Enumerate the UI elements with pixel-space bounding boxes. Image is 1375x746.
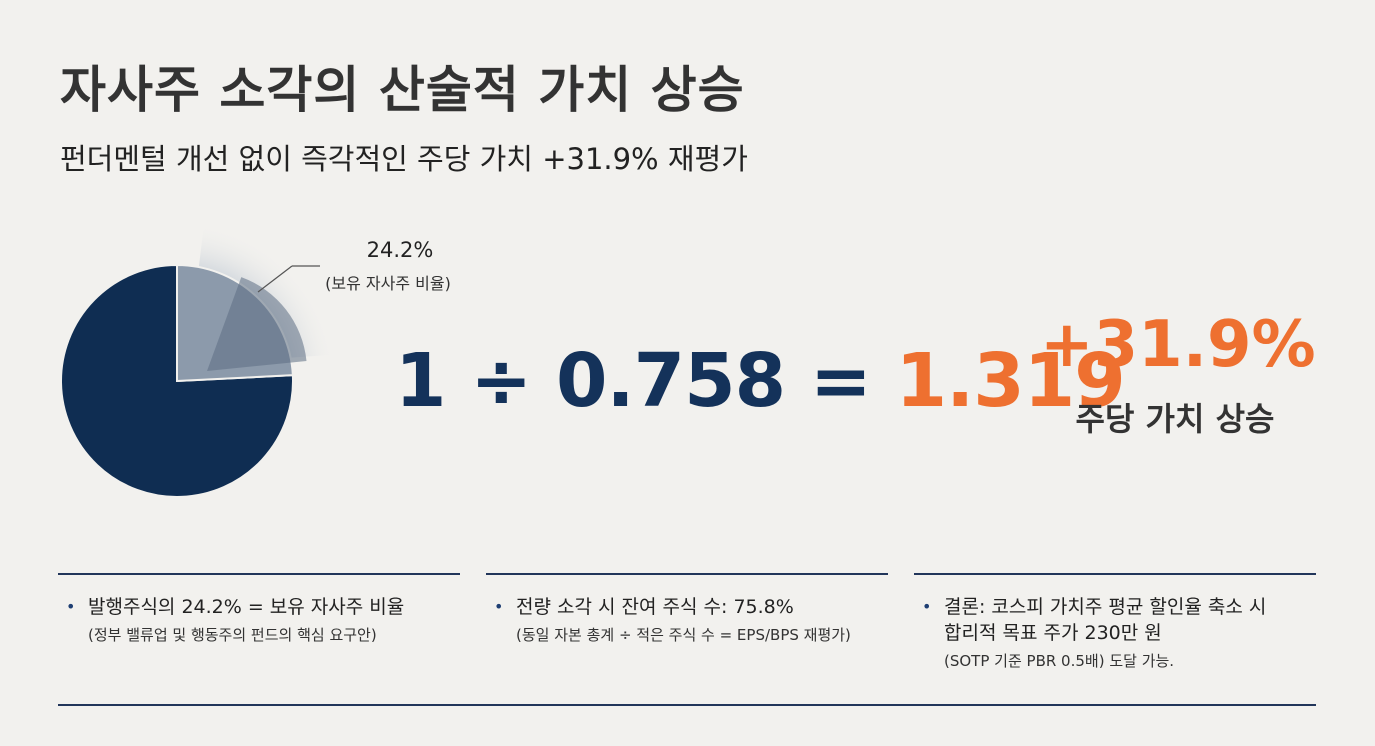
note-divider-top-3	[914, 573, 1316, 575]
note-3: • 결론: 코스피 가치주 평균 할인율 축소 시 합리적 목표 주가 230만…	[922, 594, 1266, 676]
note-sub: (SOTP 기준 PBR 0.5배) 도달 가능.	[944, 652, 1175, 670]
bullet-icon: •	[922, 597, 932, 616]
equation: 1 ÷ 0.758 = 1.319	[395, 338, 1126, 424]
note-main: 결론: 코스피 가치주 평균 할인율 축소 시	[944, 596, 1267, 618]
note-main-continued: 합리적 목표 주가 230만 원	[944, 622, 1162, 644]
highlight-label: 주당 가치 상승	[1075, 400, 1275, 438]
page-subtitle: 펀더멘털 개선 없이 즉각적인 주당 가치 +31.9% 재평가	[60, 142, 748, 176]
note-divider-top-2	[486, 573, 888, 575]
page-title: 자사주 소각의 산술적 가치 상승	[60, 61, 745, 119]
note-1: • 발행주식의 24.2% = 보유 자사주 비율 (정부 밸류업 및 행동주의…	[66, 594, 404, 650]
equation-result: 1.319	[895, 338, 1126, 424]
pie-callout-description: (보유 자사주 비율)	[325, 274, 451, 293]
bullet-icon: •	[66, 597, 76, 616]
note-main: 전량 소각 시 잔여 주식 수: 75.8%	[516, 596, 794, 618]
note-sub: (동일 자본 총계 ÷ 적은 주식 수 = EPS/BPS 재평가)	[516, 626, 851, 644]
pie-chart-svg	[60, 206, 347, 498]
bottom-divider	[58, 704, 1316, 706]
highlight-value: +31.9%	[1040, 308, 1316, 382]
bullet-icon: •	[494, 597, 504, 616]
equation-left: 1 ÷ 0.758 =	[395, 338, 872, 424]
callout-leader-line	[257, 265, 293, 293]
pie-slice-treasury-shade	[207, 277, 307, 371]
note-sub: (정부 밸류업 및 행동주의 펀드의 핵심 요구안)	[88, 626, 377, 644]
note-divider-top-1	[58, 573, 460, 575]
pie-slice-remaining	[60, 263, 294, 498]
note-2: • 전량 소각 시 잔여 주식 수: 75.8% (동일 자본 총계 ÷ 적은 …	[494, 594, 851, 650]
pie-chart	[0, 206, 480, 520]
pie-callout-value: 24.2%	[366, 238, 434, 262]
note-main: 발행주식의 24.2% = 보유 자사주 비율	[88, 596, 405, 618]
